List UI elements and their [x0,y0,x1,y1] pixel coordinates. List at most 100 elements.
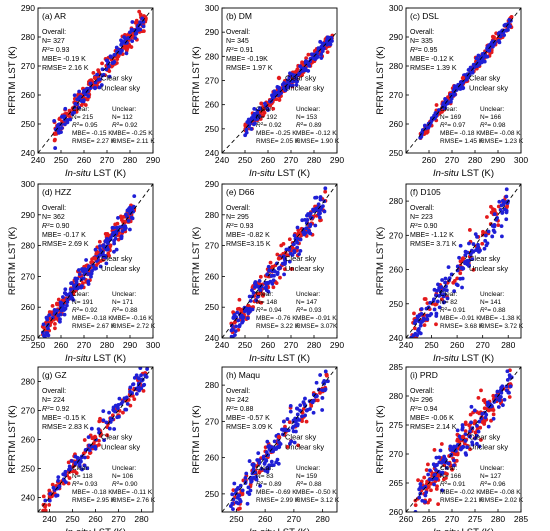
clear-stat: Clear: [72,106,90,113]
clear-sky-point [458,271,463,276]
clear-sky-point [287,420,292,425]
unclear-stat: N= 153 [296,114,318,121]
x-tick-label: 250 [31,340,45,350]
scatter-points [52,9,148,150]
unclear-sky-point [425,317,430,322]
r-sup: 2 [301,121,304,126]
x-tick-label: 265 [422,514,436,524]
overall-stat: MBE= -1.12 K [410,232,454,239]
clear-sky-point [141,29,146,34]
y-tick-label: 260 [389,265,403,275]
unclear-sky-point [492,400,497,404]
clear-sky-point [304,419,309,424]
y-tick-label: 300 [21,179,35,189]
one-to-one-line [405,7,522,154]
unclear-sky-point [298,64,303,69]
r-sup: 2 [485,306,488,311]
unclear-sky-point [417,330,422,335]
r-sup: 2 [415,222,418,228]
unclear-sky-point [104,420,109,425]
unclear-sky-point [111,405,116,410]
x-tick-label: 250 [54,155,68,165]
x-tick-label: 280 [100,340,114,350]
unclear-sky-point [98,264,103,269]
y-axis-label: RFRTM LST (K) [375,405,386,473]
unclear-stat: Unclear: [480,106,504,113]
clear-sky-point [115,57,120,62]
unclear-sky-point [266,466,271,471]
clear-stat: MBE= -0.91 K [440,315,481,322]
clear-sky-point [268,260,273,265]
r-symbol: R [42,47,47,54]
unclear-sky-point [117,396,122,401]
unclear-sky-point [304,221,309,226]
unclear-sky-point [505,201,510,205]
unclear-sky-point [79,459,83,464]
unclear-sky-point [47,313,52,318]
clear-stat: N= 83 [256,473,274,480]
unclear-sky-point [422,123,427,128]
unclear-stat: RMSE= 3.12 K [296,497,340,504]
unclear-sky-point [86,435,91,440]
r-value: = 0.88 [119,307,138,314]
unclear-sky-point [275,270,280,275]
unclear-sky-point [243,133,248,138]
clear-stat: RMSE= 2.67 K [72,323,116,330]
unclear-sky-point [264,284,269,289]
unclear-stat: RMSE= 3.72 K [480,323,524,330]
y-tick-label: 280 [205,51,219,61]
unclear-sky-point [281,419,286,424]
unclear-sky-point [283,261,287,266]
unclear-sky-point [47,498,52,503]
clear-sky-point [67,476,72,480]
r-symbol: R [112,307,117,314]
unclear-sky-point [65,303,69,308]
unclear-sky-point [448,448,453,452]
unclear-stat: Unclear: [112,465,136,472]
unclear-sky-point [323,387,328,392]
y-tick-label: 285 [389,362,403,372]
overall-stat: R2= 0.94 [410,405,438,414]
unclear-sky-point [443,276,448,281]
clear-sky-point [271,106,276,111]
unclear-sky-point [452,289,457,294]
unclear-sky-point [316,202,321,207]
clear-sky-point [467,228,472,232]
unclear-sky-point [86,282,91,286]
unclear-sky-point [75,102,80,107]
panel-title: (f) D105 [410,187,441,197]
legend-clear-label: Clear sky [469,74,501,83]
unclear-sky-point [417,487,422,492]
unclear-sky-point [427,477,432,482]
unclear-sky-point [89,426,94,431]
unclear-sky-point [265,439,270,444]
unclear-sky-point [53,146,58,150]
unclear-sky-point [483,415,488,420]
unclear-sky-point [99,83,104,87]
unclear-sky-point [292,248,297,253]
unclear-sky-point [89,274,93,279]
unclear-sky-point [307,228,311,233]
unclear-sky-point [475,64,480,69]
clear-sky-point [137,9,142,14]
unclear-sky-point [120,400,125,404]
y-tick-label: 250 [21,464,35,474]
y-tick-label: 270 [21,406,35,416]
unclear-sky-point [122,396,127,401]
unclear-sky-point [275,457,280,462]
clear-stat: RMSE= 2.27 K [72,138,116,145]
clear-sky-point [275,252,280,257]
x-axis-label: In-situ LST (K) [249,527,310,531]
unclear-sky-point [413,510,418,512]
clear-stat: N= 169 [440,114,462,121]
unclear-sky-point [119,236,124,241]
unclear-sky-point [107,426,112,431]
clear-sky-point [79,103,84,107]
legend-clear-marker [276,75,282,81]
unclear-sky-point [432,113,437,118]
clear-sky-point [232,347,236,351]
clear-sky-point [282,267,287,272]
unclear-sky-point [502,397,507,402]
r-symbol: R [112,122,117,129]
unclear-sky-point [304,226,309,231]
